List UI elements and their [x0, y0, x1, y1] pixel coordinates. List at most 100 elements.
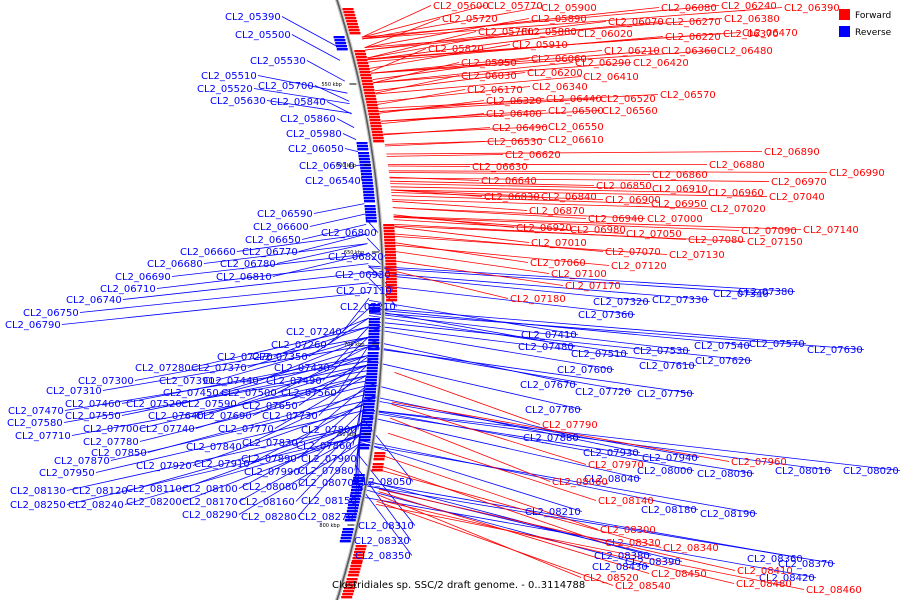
reverse-gene-label[interactable]: CL2_08360 — [747, 554, 803, 565]
forward-gene-label[interactable]: CL2_07010 — [531, 238, 587, 249]
reverse-gene-label[interactable]: CL2_07360 — [578, 310, 634, 321]
reverse-gene-label[interactable]: CL2_07610 — [639, 361, 695, 372]
reverse-gene-label[interactable]: CL2_07750 — [637, 389, 693, 400]
reverse-gene-label[interactable]: CL2_08350 — [355, 551, 411, 562]
forward-gene-label[interactable]: CL2_06080 — [661, 3, 717, 14]
reverse-gene-label[interactable]: CL2_07700 — [83, 424, 139, 435]
forward-gene-label[interactable]: CL2_07180 — [510, 294, 566, 305]
forward-gene-label[interactable]: CL2_06210 — [604, 46, 660, 57]
forward-gene-label[interactable]: CL2_05890 — [531, 14, 587, 25]
reverse-gene-label[interactable]: CL2_05840 — [270, 97, 326, 108]
forward-gene-label[interactable]: CL2_07020 — [710, 204, 766, 215]
reverse-gene-label[interactable]: CL2_07840 — [186, 442, 242, 453]
forward-gene-label[interactable]: CL2_07080 — [688, 235, 744, 246]
forward-gene-label[interactable]: CL2_08300 — [600, 525, 656, 536]
forward-gene-label[interactable]: CL2_08540 — [615, 581, 671, 592]
reverse-gene-label[interactable]: CL2_07870 — [54, 456, 110, 467]
forward-gene-label[interactable]: CL2_07060 — [530, 258, 586, 269]
reverse-gene-label[interactable]: CL2_07850 — [91, 448, 147, 459]
reverse-gene-label[interactable]: CL2_06710 — [100, 284, 156, 295]
reverse-gene-label[interactable]: CL2_06660 — [180, 247, 236, 258]
reverse-gene-label[interactable]: CL2_07600 — [557, 365, 613, 376]
reverse-gene-label[interactable]: CL2_08240 — [68, 500, 124, 511]
reverse-gene-label[interactable]: CL2_06770 — [242, 247, 298, 258]
forward-gene-label[interactable]: CL2_06830 — [484, 192, 540, 203]
forward-gene-label[interactable]: CL2_06470 — [742, 28, 798, 39]
forward-gene-label[interactable]: CL2_06630 — [472, 162, 528, 173]
reverse-gene-label[interactable]: CL2_07920 — [136, 461, 192, 472]
reverse-gene-label[interactable]: CL2_06590 — [257, 209, 313, 220]
reverse-gene-label[interactable]: CL2_06790 — [5, 320, 61, 331]
forward-gene-label[interactable]: CL2_06500 — [548, 106, 604, 117]
forward-gene-label[interactable]: CL2_06530 — [487, 137, 543, 148]
reverse-gene-label[interactable]: CL2_07260 — [271, 340, 327, 351]
reverse-gene-label[interactable]: CL2_07690 — [196, 411, 252, 422]
forward-gene-label[interactable]: CL2_06550 — [548, 122, 604, 133]
forward-gene-label[interactable]: CL2_06620 — [505, 150, 561, 161]
forward-gene-label[interactable]: CL2_07790 — [542, 420, 598, 431]
reverse-gene-label[interactable]: CL2_07310 — [46, 386, 102, 397]
reverse-gene-label[interactable]: CL2_08390 — [625, 557, 681, 568]
reverse-gene-label[interactable]: CL2_08290 — [182, 510, 238, 521]
forward-gene-label[interactable]: CL2_06060 — [531, 54, 587, 65]
reverse-gene-label[interactable]: CL2_07640 — [148, 411, 204, 422]
reverse-gene-label[interactable]: CL2_07900 — [301, 454, 357, 465]
reverse-gene-label[interactable]: CL2_05390 — [225, 12, 281, 23]
reverse-gene-label[interactable]: CL2_08170 — [182, 497, 238, 508]
reverse-gene-label[interactable]: CL2_07440 — [203, 376, 259, 387]
reverse-gene-label[interactable]: CL2_07460 — [65, 399, 121, 410]
forward-gene-label[interactable]: CL2_06030 — [461, 71, 517, 82]
forward-gene-label[interactable]: CL2_07000 — [647, 214, 703, 225]
forward-gene-label[interactable]: CL2_06520 — [600, 94, 656, 105]
forward-gene-label[interactable]: CL2_06400 — [486, 109, 542, 120]
reverse-gene-label[interactable]: CL2_07380 — [738, 287, 794, 298]
reverse-gene-label[interactable]: CL2_07560 — [281, 388, 337, 399]
reverse-gene-label[interactable]: CL2_07490 — [266, 376, 322, 387]
reverse-gene-label[interactable]: CL2_08250 — [10, 500, 66, 511]
forward-gene-label[interactable]: CL2_06870 — [529, 206, 585, 217]
reverse-gene-label[interactable]: CL2_08210 — [525, 507, 581, 518]
reverse-gene-label[interactable]: CL2_07890 — [241, 454, 297, 465]
reverse-gene-label[interactable]: CL2_06540 — [305, 176, 361, 187]
reverse-gene-label[interactable]: CL2_07620 — [695, 356, 751, 367]
reverse-gene-label[interactable]: CL2_07830 — [242, 438, 298, 449]
reverse-gene-label[interactable]: CL2_07520 — [126, 399, 182, 410]
reverse-gene-label[interactable]: CL2_07860 — [296, 441, 352, 452]
forward-gene-label[interactable]: CL2_06990 — [829, 168, 885, 179]
reverse-gene-label[interactable]: CL2_08320 — [354, 536, 410, 547]
forward-gene-label[interactable]: CL2_07130 — [669, 250, 725, 261]
reverse-gene-label[interactable]: CL2_07630 — [807, 345, 863, 356]
forward-gene-label[interactable]: CL2_06270 — [665, 17, 721, 28]
reverse-gene-label[interactable]: CL2_06650 — [245, 235, 301, 246]
reverse-gene-label[interactable]: CL2_07910 — [194, 459, 250, 470]
reverse-gene-label[interactable]: CL2_07410 — [521, 330, 577, 341]
forward-gene-label[interactable]: CL2_07170 — [565, 281, 621, 292]
reverse-gene-label[interactable]: CL2_08040 — [584, 474, 640, 485]
reverse-gene-label[interactable]: CL2_07650 — [242, 401, 298, 412]
reverse-gene-label[interactable]: CL2_07480 — [518, 342, 574, 353]
reverse-gene-label[interactable]: CL2_07430 — [274, 363, 330, 374]
reverse-gene-label[interactable]: CL2_07370 — [191, 363, 247, 374]
reverse-gene-label[interactable]: CL2_05700 — [258, 81, 314, 92]
reverse-gene-label[interactable]: CL2_07390 — [159, 376, 215, 387]
reverse-gene-label[interactable]: CL2_08180 — [641, 505, 697, 516]
reverse-gene-label[interactable]: CL2_08020 — [843, 466, 899, 477]
reverse-gene-label[interactable]: CL2_05630 — [210, 96, 266, 107]
reverse-gene-label[interactable]: CL2_08000 — [637, 466, 693, 477]
forward-gene-label[interactable]: CL2_06950 — [651, 199, 707, 210]
forward-gene-label[interactable]: CL2_07140 — [803, 225, 859, 236]
reverse-gene-label[interactable]: CL2_05500 — [235, 30, 291, 41]
reverse-gene-label[interactable]: CL2_08420 — [759, 573, 815, 584]
forward-gene-label[interactable]: CL2_05910 — [512, 40, 568, 51]
forward-gene-label[interactable]: CL2_06020 — [577, 29, 633, 40]
forward-gene-label[interactable]: CL2_06900 — [605, 195, 661, 206]
reverse-gene-label[interactable]: CL2_07930 — [583, 448, 639, 459]
reverse-gene-label[interactable]: CL2_06050 — [288, 144, 344, 155]
forward-gene-label[interactable]: CL2_08450 — [651, 569, 707, 580]
forward-gene-label[interactable]: CL2_06290 — [575, 58, 631, 69]
forward-gene-label[interactable]: CL2_06420 — [633, 58, 689, 69]
reverse-gene-label[interactable]: CL2_07800 — [301, 425, 357, 436]
reverse-gene-label[interactable]: CL2_06780 — [220, 259, 276, 270]
forward-gene-label[interactable]: CL2_06070 — [608, 17, 664, 28]
reverse-gene-label[interactable]: CL2_08430 — [592, 562, 648, 573]
